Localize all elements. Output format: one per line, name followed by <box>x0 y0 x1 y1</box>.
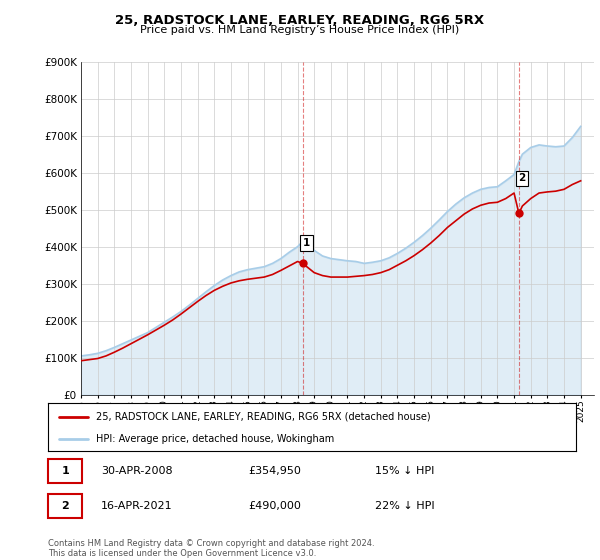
Text: Contains HM Land Registry data © Crown copyright and database right 2024.
This d: Contains HM Land Registry data © Crown c… <box>48 539 374 558</box>
Text: £354,950: £354,950 <box>248 466 302 476</box>
Text: 22% ↓ HPI: 22% ↓ HPI <box>376 501 435 511</box>
Text: Price paid vs. HM Land Registry’s House Price Index (HPI): Price paid vs. HM Land Registry’s House … <box>140 25 460 35</box>
Text: 1: 1 <box>61 466 69 476</box>
Text: 16-APR-2021: 16-APR-2021 <box>101 501 172 511</box>
Text: 1: 1 <box>303 238 310 248</box>
Text: 2: 2 <box>61 501 69 511</box>
Text: 30-APR-2008: 30-APR-2008 <box>101 466 172 476</box>
Text: £490,000: £490,000 <box>248 501 302 511</box>
Text: HPI: Average price, detached house, Wokingham: HPI: Average price, detached house, Woki… <box>95 434 334 444</box>
FancyBboxPatch shape <box>48 459 82 483</box>
Text: 2: 2 <box>518 173 526 183</box>
Text: 25, RADSTOCK LANE, EARLEY, READING, RG6 5RX: 25, RADSTOCK LANE, EARLEY, READING, RG6 … <box>115 14 485 27</box>
Text: 15% ↓ HPI: 15% ↓ HPI <box>376 466 435 476</box>
Text: 25, RADSTOCK LANE, EARLEY, READING, RG6 5RX (detached house): 25, RADSTOCK LANE, EARLEY, READING, RG6 … <box>95 412 430 422</box>
FancyBboxPatch shape <box>48 493 82 518</box>
